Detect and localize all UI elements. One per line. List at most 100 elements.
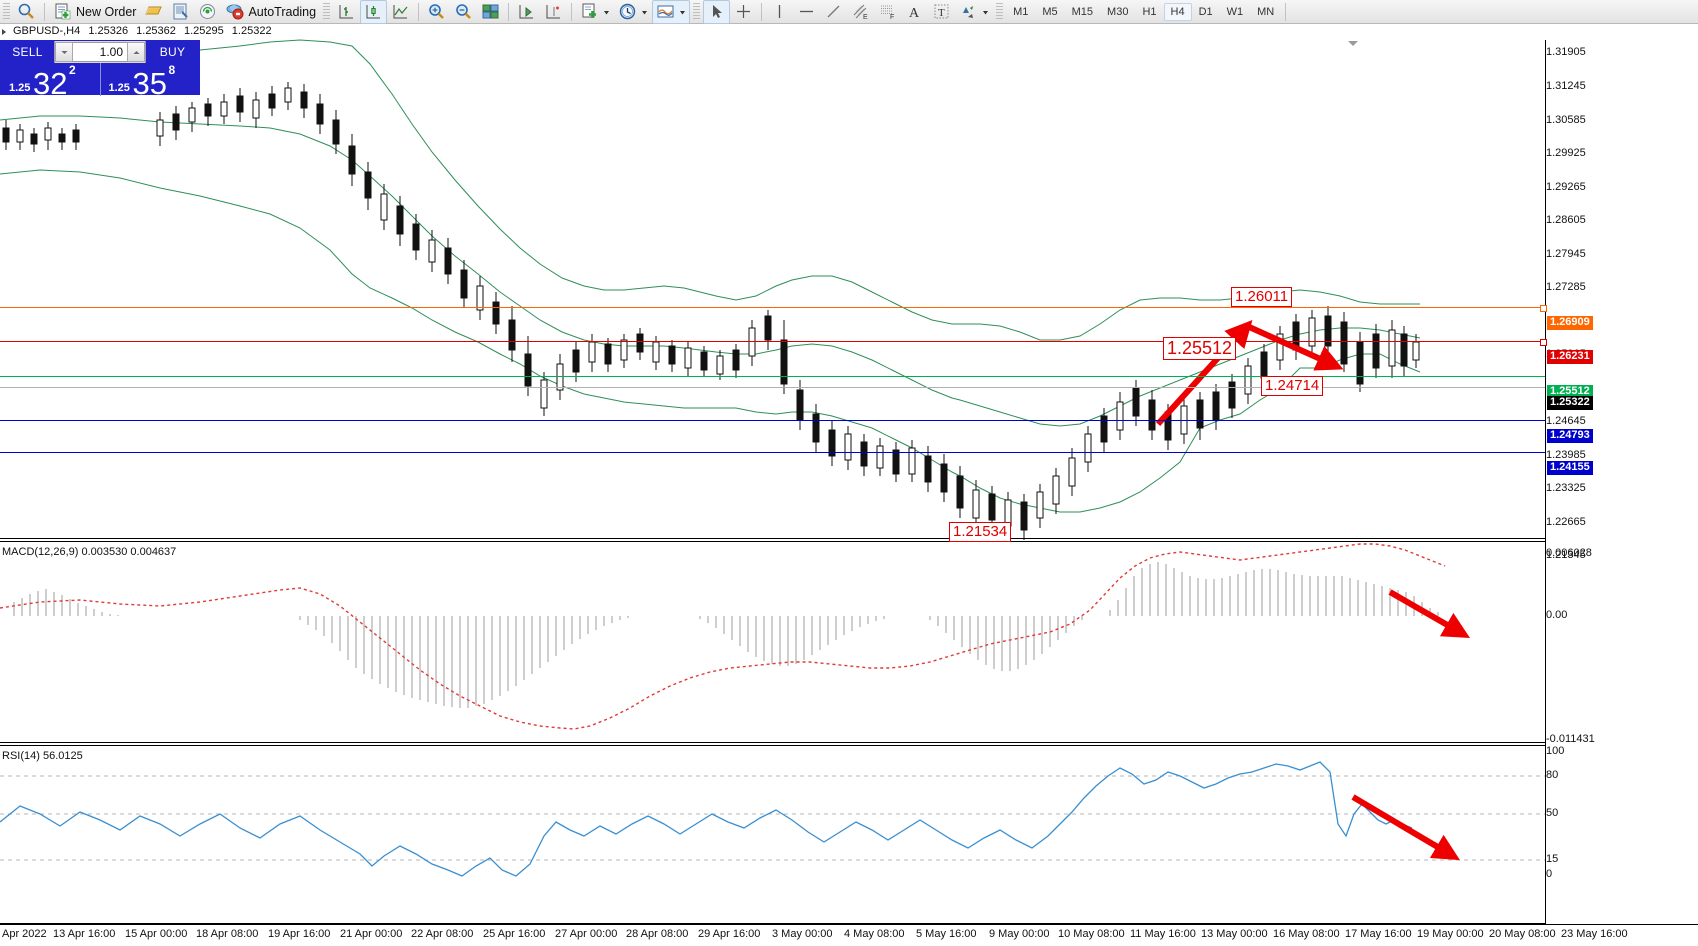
template-icon: [657, 5, 674, 18]
chevron-down-icon-4[interactable]: [982, 3, 989, 21]
sell-price-block[interactable]: 1.25 32 2: [1, 63, 100, 96]
axis-tick: 1.23325: [1546, 482, 1586, 494]
toolbar-grip[interactable]: [3, 2, 10, 21]
fibonacci-tool-button[interactable]: F: [874, 0, 901, 24]
chart-shift-button[interactable]: [540, 0, 567, 24]
arrow-cursor-icon: [713, 5, 723, 18]
hline-handle-2: [1540, 339, 1547, 346]
toolbar-separator-6: [1285, 2, 1287, 21]
period-button[interactable]: [614, 0, 652, 24]
text-tool-button[interactable]: A: [901, 0, 928, 24]
macd-trend-arrow: [1388, 589, 1471, 639]
ohlc-high: 1.25362: [136, 25, 176, 37]
macd-indicator-label[interactable]: MACD(12,26,9) 0.003530 0.004637: [2, 546, 177, 558]
chart-canvas-area[interactable]: GBPUSD-,H4 1.25326 1.25362 1.25295 1.253…: [0, 24, 1698, 946]
sell-button[interactable]: SELL: [12, 45, 43, 59]
axis-tick: 1.28605: [1546, 214, 1586, 226]
line-chart-button[interactable]: [387, 0, 414, 24]
annotation-1-21534[interactable]: 1.21534: [949, 522, 1012, 542]
sell-price-prefix: 1.25: [9, 82, 31, 94]
timeframe-h4[interactable]: H4: [1163, 2, 1192, 21]
buy-price-block[interactable]: 1.25 35 8: [99, 63, 200, 96]
timeframe-h1[interactable]: H1: [1142, 5, 1157, 18]
autotrading-label: AutoTrading: [248, 4, 317, 19]
indicators-button[interactable]: [576, 0, 614, 24]
price-badge-level-green: 1.25512: [1547, 385, 1593, 399]
hline-1-26231: [0, 341, 1545, 342]
vertical-line-tool-button[interactable]: [766, 0, 793, 24]
chevron-down-icon-3[interactable]: [679, 3, 686, 21]
bar-chart-button[interactable]: [333, 0, 360, 24]
autotrading-icon: [226, 4, 244, 20]
buy-button[interactable]: BUY: [159, 45, 186, 59]
annotation-1-24714[interactable]: 1.24714: [1261, 376, 1324, 396]
volume-value[interactable]: 1.00: [73, 42, 127, 62]
chevron-down-icon-2[interactable]: [641, 3, 648, 21]
time-label: 28 Apr 08:00: [626, 928, 689, 940]
chevron-down-icon[interactable]: [603, 3, 610, 21]
signals-button[interactable]: [194, 0, 221, 24]
toolbar-grip-4[interactable]: [996, 2, 1004, 21]
tile-windows-button[interactable]: [477, 0, 504, 24]
volume-spinner[interactable]: 1.00: [54, 41, 146, 63]
sell-price-fraction: 2: [69, 63, 76, 77]
axis-tick: 1.24645: [1546, 415, 1586, 427]
candlestick-chart-button[interactable]: [360, 0, 388, 24]
new-order-button[interactable]: New Order: [49, 0, 140, 24]
axis-tick: 1.27285: [1546, 281, 1586, 293]
price-badge-support-2: 1.24155: [1547, 461, 1593, 475]
clock-icon: [619, 3, 636, 20]
crosshair-tool-button[interactable]: [730, 0, 757, 24]
toolbar-grip-3[interactable]: [693, 2, 701, 21]
expert-advisors-button[interactable]: [140, 0, 167, 24]
horizontal-line-tool-button[interactable]: [793, 0, 820, 24]
add-indicator-icon: [582, 3, 597, 18]
time-label: 22 Apr 08:00: [411, 928, 474, 940]
price-axis[interactable]: 1.31905 1.31245 1.30585 1.29925 1.29265 …: [1545, 40, 1698, 924]
one-click-trading-panel[interactable]: SELL 1.00 BUY: [0, 40, 200, 96]
price-badge-current-price: 1.25322: [1547, 396, 1593, 410]
rsi-line: [0, 761, 1413, 877]
timeframe-m15[interactable]: M15: [1071, 5, 1094, 18]
time-label: 19 Apr 16:00: [268, 928, 331, 940]
trade-panel-prices-row: 1.25 32 2 1.25 35 8: [1, 63, 199, 96]
auto-scroll-button[interactable]: [513, 0, 540, 24]
metaeditor-button[interactable]: [167, 0, 194, 24]
axis-tick: 1.31245: [1546, 80, 1586, 92]
rsi-indicator-label[interactable]: RSI(14) 56.0125: [2, 750, 83, 762]
chart-graphics-layer: [0, 39, 1545, 877]
autotrading-button[interactable]: AutoTrading: [221, 0, 320, 24]
toolbar-separator: [44, 2, 45, 21]
new-order-icon: [55, 3, 71, 20]
annotation-1-26011[interactable]: 1.26011: [1231, 287, 1293, 307]
axis-tick: 1.29265: [1546, 181, 1586, 193]
timeframe-m30[interactable]: M30: [1107, 5, 1129, 18]
zoom-out-button[interactable]: [450, 0, 477, 24]
hline-1-24155: [0, 452, 1545, 453]
timeframe-m1[interactable]: M1: [1013, 5, 1029, 18]
svg-text:T: T: [938, 7, 945, 19]
zoom-in-button[interactable]: [423, 0, 450, 24]
time-label: 27 Apr 00:00: [555, 928, 618, 940]
annotation-1-25512[interactable]: 1.25512: [1163, 337, 1237, 360]
cursor-tool-button[interactable]: [703, 0, 731, 24]
time-axis[interactable]: Apr 2022 13 Apr 16:00 15 Apr 00:00 18 Ap…: [0, 924, 1698, 946]
rsi-levels: [0, 775, 1545, 861]
zoom-out-small-icon-button[interactable]: [13, 0, 40, 24]
timeframe-w1[interactable]: W1: [1226, 5, 1244, 18]
volume-decrement-button[interactable]: [55, 42, 73, 62]
timeframe-mn[interactable]: MN: [1257, 5, 1275, 18]
templates-button[interactable]: [652, 0, 691, 24]
trendline-tool-button[interactable]: [820, 0, 847, 24]
collapse-triangle-icon[interactable]: [2, 29, 6, 35]
text-label-tool-button[interactable]: T: [928, 0, 955, 24]
timeframe-d1[interactable]: D1: [1198, 5, 1213, 18]
toolbar-grip-2[interactable]: [323, 2, 331, 21]
time-label: 29 Apr 16:00: [698, 928, 761, 940]
ohlc-open: 1.25326: [88, 25, 129, 37]
volume-increment-button[interactable]: [127, 42, 145, 62]
equidistant-channel-button[interactable]: E: [847, 0, 874, 24]
main-toolbar: New Order: [0, 0, 1698, 24]
arrows-tool-button[interactable]: [955, 0, 993, 24]
timeframe-m5[interactable]: M5: [1042, 5, 1058, 18]
